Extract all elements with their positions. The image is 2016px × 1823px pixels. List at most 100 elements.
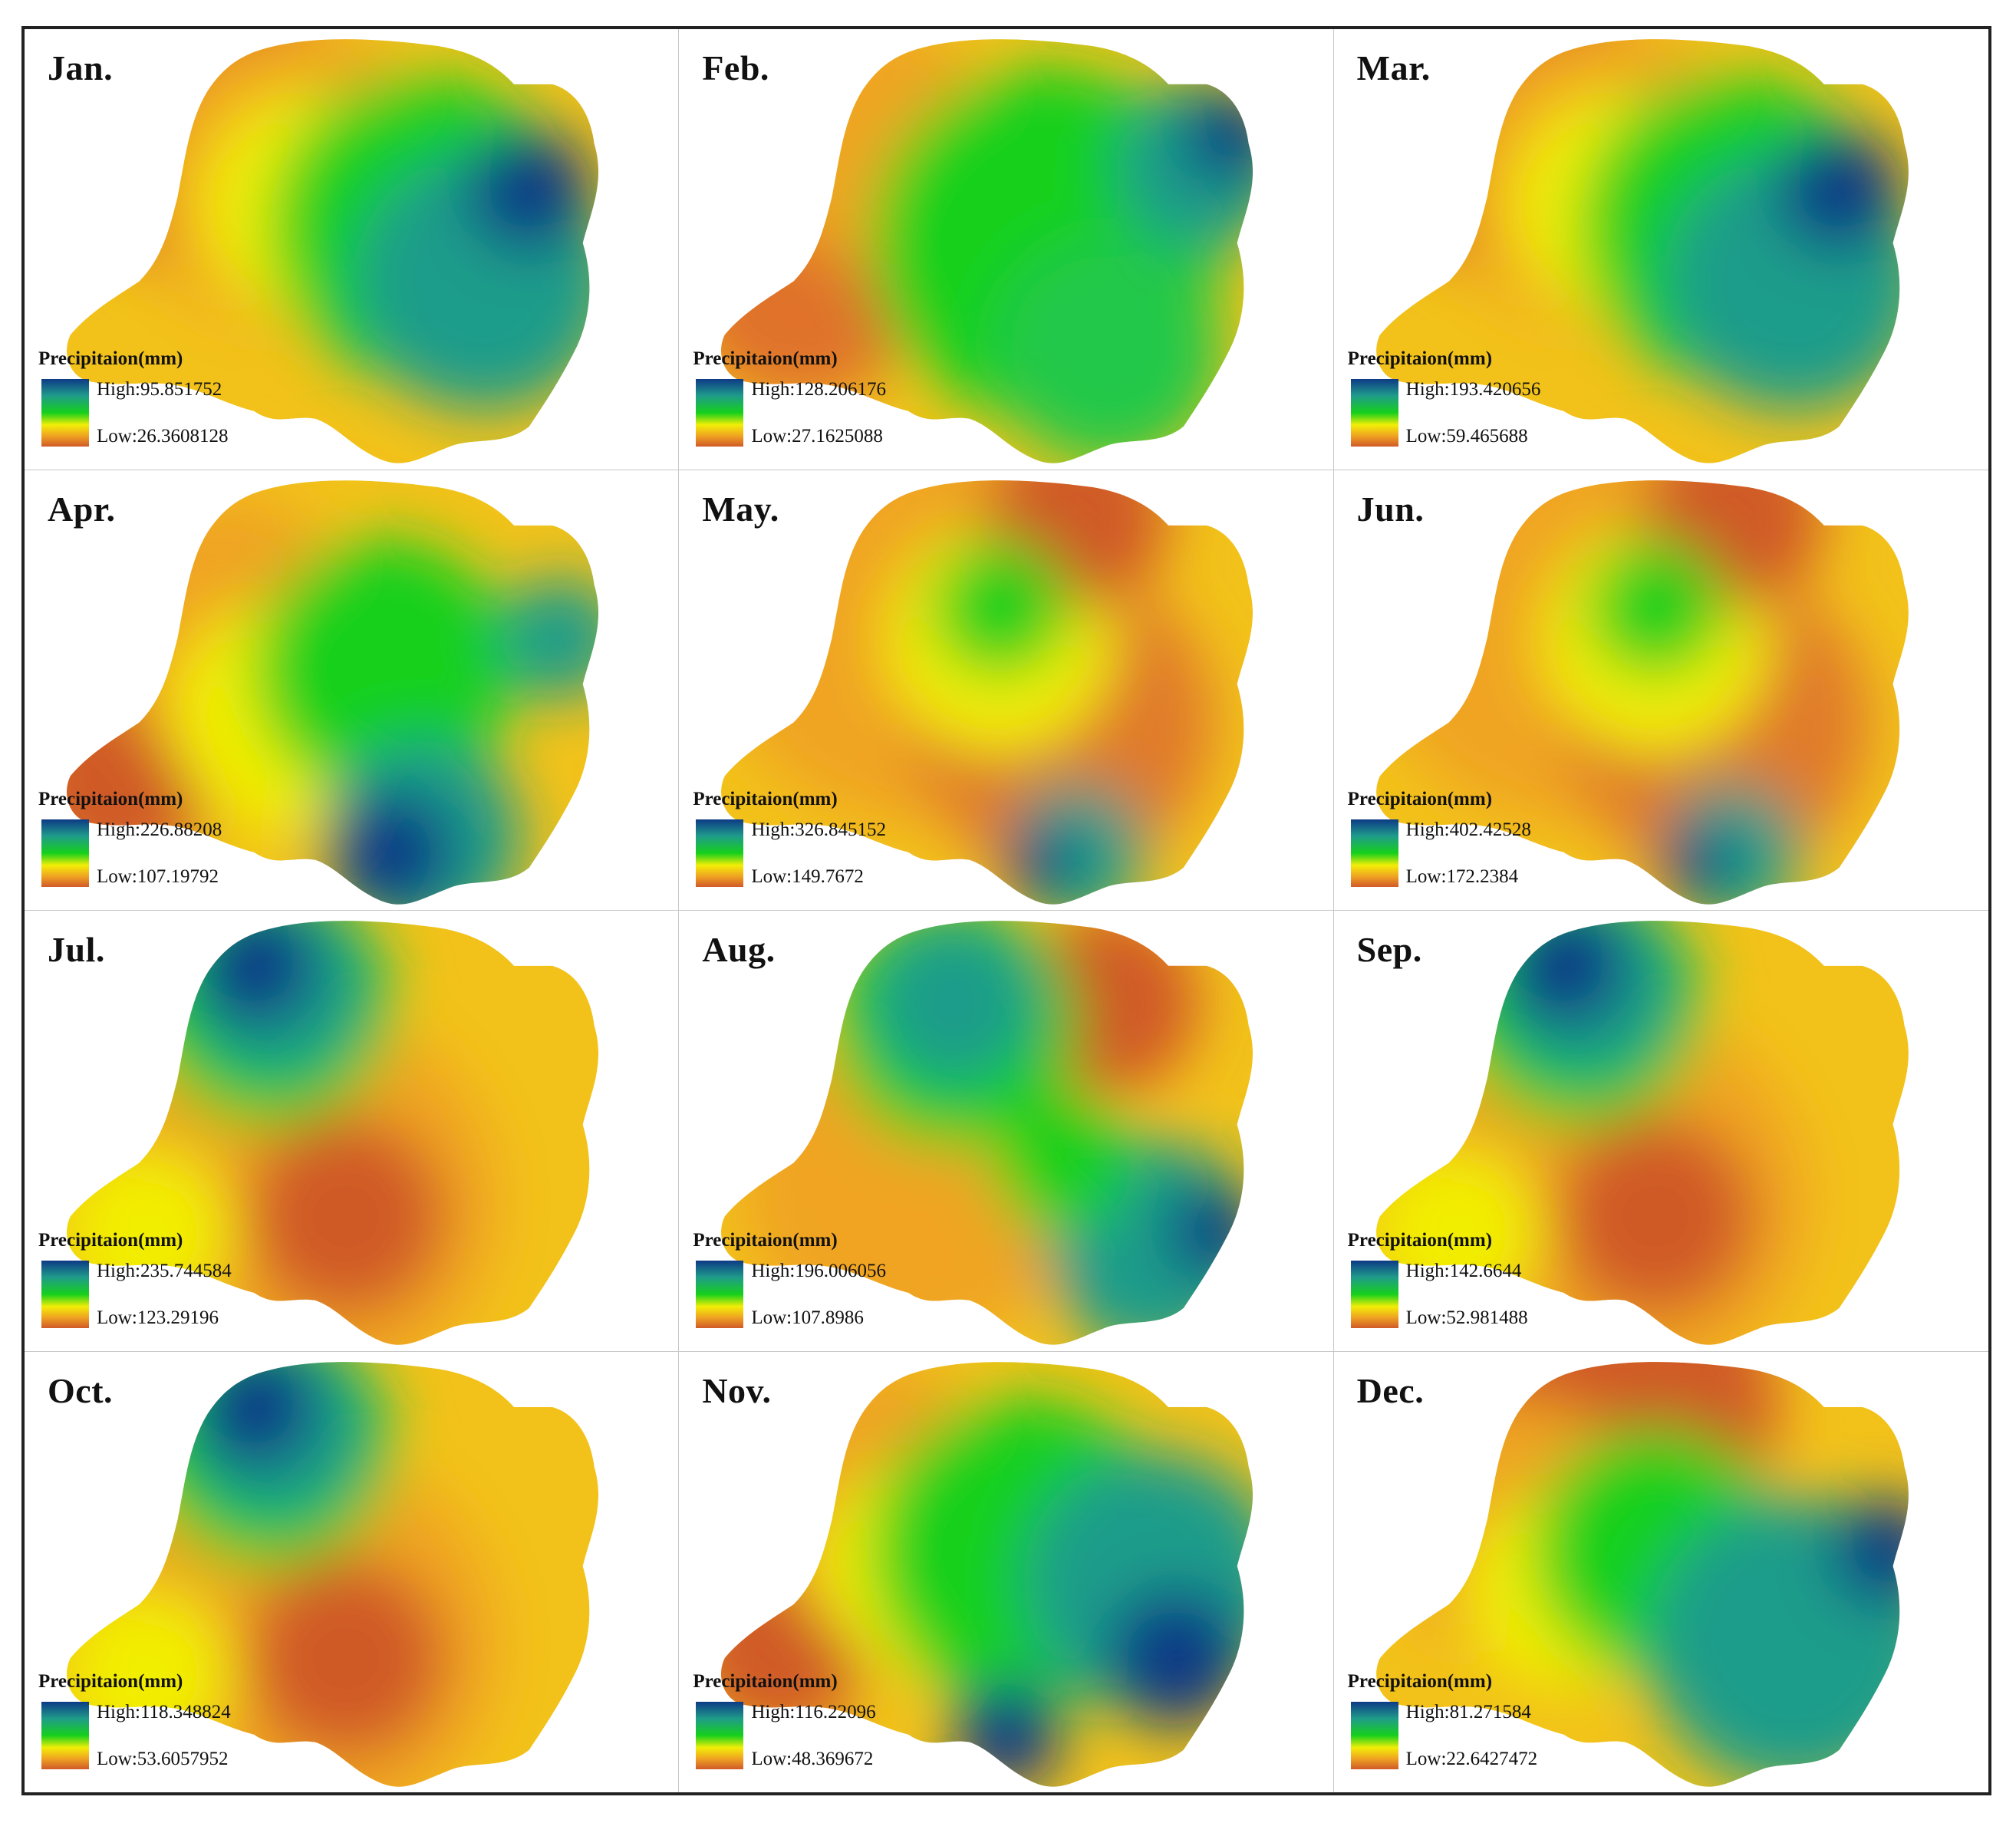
legend-color-ramp [696,1702,744,1769]
precip-zone [1168,1185,1253,1277]
precip-zone [246,1558,446,1758]
month-panel: Mar. Precipitaion(mm) High:193.420656 Lo… [1333,29,1988,470]
precipitation-map [1375,921,1909,1345]
legend: Precipitaion(mm) High:326.845152 Low:149… [693,789,969,896]
legend-low-value: Low:53.6057952 [97,1749,229,1769]
legend-color-ramp [696,378,744,447]
legend: Precipitaion(mm) High:226.88208 Low:107.… [38,789,315,896]
precip-zone [468,128,591,251]
month-panel: Oct. Precipitaion(mm) High:118.348824 Lo… [25,1351,680,1792]
precip-zone [1659,829,1728,898]
month-label: Jun. [1356,489,1425,529]
legend-title: Precipitaion(mm) [38,1229,183,1251]
precip-zone [499,576,599,700]
legend-high-value: High:226.88208 [97,819,222,840]
precipitation-map [66,39,599,463]
month-panel: May. Precipitaion(mm) High:326.845152 Lo… [679,470,1334,911]
legend-title: Precipitaion(mm) [38,1671,183,1692]
precip-zone [246,1116,446,1316]
legend-title: Precipitaion(mm) [38,348,183,369]
precip-zone [993,1093,1131,1232]
month-panel: Jun. Precipitaion(mm) High:402.42528 Low… [1333,470,1988,911]
month-label: Nov. [702,1370,772,1410]
precip-zone [1184,90,1253,183]
precipitation-map [66,921,599,1345]
legend-title: Precipitaion(mm) [693,1229,838,1251]
precipitation-map [1375,480,1909,905]
month-panel: Sep. Precipitaion(mm) High:142.6644 Low:… [1333,911,1988,1352]
month-panel: Feb. Precipitaion(mm) High:128.206176 Lo… [679,29,1334,470]
legend-high-value: High:402.42528 [1405,819,1531,840]
legend: Precipitaion(mm) High:402.42528 Low:172.… [1348,789,1624,896]
legend-color-ramp [41,1260,89,1328]
precip-zone [954,1680,1062,1787]
legend: Precipitaion(mm) High:142.6644 Low:52.98… [1348,1230,1624,1337]
month-label: May. [702,489,779,529]
month-label: Apr. [48,489,116,529]
month-label: Mar. [1356,48,1431,87]
legend: Precipitaion(mm) High:95.851752 Low:26.3… [38,348,315,456]
month-label: Oct. [48,1370,114,1410]
month-panel: Jan. Precipitaion(mm) High:95.851752 Low… [25,29,680,470]
legend-high-value: High:196.006056 [751,1260,887,1281]
legend-low-value: Low:123.29196 [97,1307,219,1328]
precipitation-map [66,1361,599,1787]
precip-zone [1777,128,1901,251]
precip-zone [1556,1116,1755,1316]
month-panel: Jul. Precipitaion(mm) High:235.744584 Lo… [25,911,680,1352]
legend-low-value: Low:22.6427472 [1405,1749,1538,1769]
month-panel: Apr. Precipitaion(mm) High:226.88208 Low… [25,470,680,911]
precipitation-map-grid: Jan. Precipitaion(mm) High:95.851752 Low… [21,26,1991,1795]
legend-low-value: Low:59.465688 [1405,425,1528,447]
legend-high-value: High:235.744584 [97,1260,232,1281]
legend-color-ramp [1350,1260,1398,1328]
legend-title: Precipitaion(mm) [1347,1229,1493,1251]
month-label: Feb. [702,48,769,87]
legend: Precipitaion(mm) High:196.006056 Low:107… [693,1230,969,1337]
legend-high-value: High:118.348824 [97,1702,231,1722]
precipitation-map [721,921,1253,1345]
legend-color-ramp [1350,378,1398,447]
legend-high-value: High:95.851752 [97,378,222,400]
legend-high-value: High:116.22096 [751,1702,876,1722]
precipitation-map [721,480,1253,905]
legend-color-ramp [1350,1702,1398,1769]
legend-high-value: High:128.206176 [751,378,887,400]
legend-high-value: High:81.271584 [1405,1702,1531,1722]
legend-title: Precipitaion(mm) [693,1671,838,1692]
legend-low-value: Low:48.369672 [751,1749,874,1769]
month-label: Jan. [48,48,114,87]
legend-low-value: Low:107.8986 [751,1307,864,1328]
legend-title: Precipitaion(mm) [693,789,838,809]
legend-title: Precipitaion(mm) [1347,1671,1493,1692]
precip-zone [1586,539,1724,677]
legend-title: Precipitaion(mm) [38,789,183,809]
month-label: Aug. [702,930,776,969]
legend-title: Precipitaion(mm) [1347,348,1493,369]
legend-low-value: Low:52.981488 [1405,1307,1528,1328]
legend-color-ramp [696,819,744,887]
month-label: Jul. [48,930,105,969]
month-panel: Dec. Precipitaion(mm) High:81.271584 Low… [1334,1352,1988,1793]
precip-zone [1831,1497,1909,1604]
precip-zone [870,921,1039,1087]
legend-color-ramp [41,819,89,887]
legend: Precipitaion(mm) High:116.22096 Low:48.3… [693,1671,969,1778]
legend-title: Precipitaion(mm) [1347,789,1493,809]
month-label: Sep. [1356,930,1422,969]
precip-zone [330,790,453,905]
legend-title: Precipitaion(mm) [693,348,838,369]
legend: Precipitaion(mm) High:128.206176 Low:27.… [693,348,969,456]
legend-low-value: Low:26.3608128 [97,425,229,447]
month-label: Dec. [1356,1370,1425,1410]
precip-zone [993,235,1223,463]
precipitation-map [721,1361,1253,1787]
month-panel: Nov. Precipitaion(mm) High:116.22096 Low… [679,1351,1334,1792]
precip-zone [1004,829,1073,898]
precip-zone [254,539,514,799]
precipitation-map [1375,1361,1909,1787]
month-panel: Aug. Precipitaion(mm) High:196.006056 Lo… [679,911,1334,1352]
precipitation-map [66,480,599,905]
legend-high-value: High:326.845152 [751,819,887,840]
precipitation-map [721,39,1253,463]
